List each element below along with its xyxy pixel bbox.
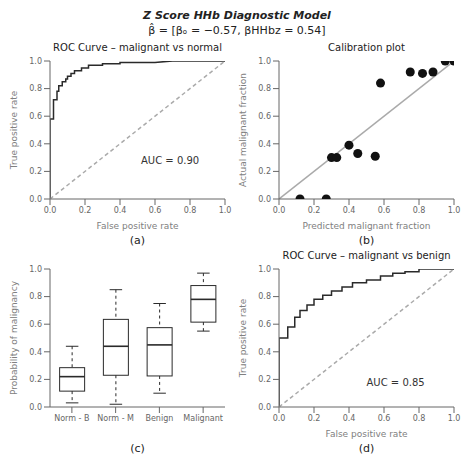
svg-text:0.4: 0.4 (114, 206, 127, 215)
svg-text:0.6: 0.6 (258, 112, 271, 121)
svg-text:0.0: 0.0 (29, 195, 42, 204)
html-text:(c): (c) (130, 442, 145, 455)
svg-text:False positive rate: False positive rate (326, 429, 408, 439)
svg-text:0.4: 0.4 (343, 206, 356, 215)
svg-text:0.0: 0.0 (273, 206, 286, 215)
svg-text:0.2: 0.2 (258, 375, 271, 384)
svg-text:0.6: 0.6 (258, 320, 271, 329)
svg-text:0.0: 0.0 (273, 414, 286, 423)
svg-text:0.6: 0.6 (149, 206, 162, 215)
html-text:(a): (a) (129, 234, 146, 247)
svg-text:AUC = 0.90: AUC = 0.90 (141, 155, 199, 166)
svg-text:1.0: 1.0 (29, 57, 42, 66)
svg-text:False positive rate: False positive rate (97, 221, 179, 231)
svg-text:0.8: 0.8 (184, 206, 197, 215)
svg-text:0.4: 0.4 (29, 348, 42, 357)
svg-text:0.0: 0.0 (29, 403, 42, 412)
svg-text:0.2: 0.2 (308, 206, 321, 215)
svg-text:0.2: 0.2 (258, 167, 271, 176)
html-text:(d): (d) (358, 442, 375, 455)
svg-text:Actual malignant fraction: Actual malignant fraction (238, 73, 248, 187)
svg-text:Norm - M: Norm - M (97, 414, 134, 423)
html-text:ROC Curve – malignant vs norma: ROC Curve – malignant vs normal (53, 42, 222, 53)
svg-text:0.2: 0.2 (79, 206, 92, 215)
html-text:Calibration plot: Calibration plot (328, 42, 405, 53)
svg-text:AUC = 0.85: AUC = 0.85 (367, 377, 425, 388)
svg-text:True positive rate: True positive rate (9, 90, 19, 170)
svg-text:Probability of malignancy: Probability of malignancy (9, 280, 19, 395)
svg-text:1.0: 1.0 (448, 414, 461, 423)
html-text:ROC Curve – malignant vs benig: ROC Curve – malignant vs benign (282, 250, 451, 261)
svg-text:0.8: 0.8 (258, 84, 271, 93)
svg-text:0.6: 0.6 (29, 320, 42, 329)
html-text:(b): (b) (358, 234, 375, 247)
svg-text:1.0: 1.0 (29, 265, 42, 274)
html-text:Z Score HHb Diagnostic Model: Z Score HHb Diagnostic Model (143, 9, 331, 22)
svg-text:0.6: 0.6 (378, 414, 391, 423)
svg-text:0.8: 0.8 (29, 84, 42, 93)
svg-text:Predicted malignant fraction: Predicted malignant fraction (303, 221, 431, 231)
svg-text:0.0: 0.0 (258, 195, 271, 204)
svg-text:0.8: 0.8 (413, 414, 426, 423)
svg-text:Malignant: Malignant (183, 414, 223, 423)
svg-text:0.2: 0.2 (29, 167, 42, 176)
svg-text:0.0: 0.0 (258, 403, 271, 412)
svg-text:0.4: 0.4 (258, 348, 271, 357)
svg-text:0.8: 0.8 (258, 292, 271, 301)
svg-text:0.4: 0.4 (343, 414, 356, 423)
svg-text:Benign: Benign (145, 414, 173, 423)
svg-text:0.4: 0.4 (258, 140, 271, 149)
svg-text:0.2: 0.2 (29, 375, 42, 384)
svg-text:True positive rate: True positive rate (238, 298, 248, 378)
svg-text:0.8: 0.8 (29, 292, 42, 301)
svg-text:0.0: 0.0 (44, 206, 57, 215)
svg-text:0.6: 0.6 (378, 206, 391, 215)
svg-text:1.0: 1.0 (219, 206, 232, 215)
html-text:β̂ = [βₒ = −0.57, βHHbz = 0.54: β̂ = [βₒ = −0.57, βHHbz = 0.54] (148, 24, 326, 37)
svg-text:0.6: 0.6 (29, 112, 42, 121)
svg-text:Norm - B: Norm - B (54, 414, 89, 423)
svg-text:1.0: 1.0 (258, 265, 271, 274)
svg-text:1.0: 1.0 (448, 206, 461, 215)
svg-text:1.0: 1.0 (258, 57, 271, 66)
svg-text:0.2: 0.2 (308, 414, 321, 423)
svg-text:0.8: 0.8 (413, 206, 426, 215)
svg-text:0.4: 0.4 (29, 140, 42, 149)
